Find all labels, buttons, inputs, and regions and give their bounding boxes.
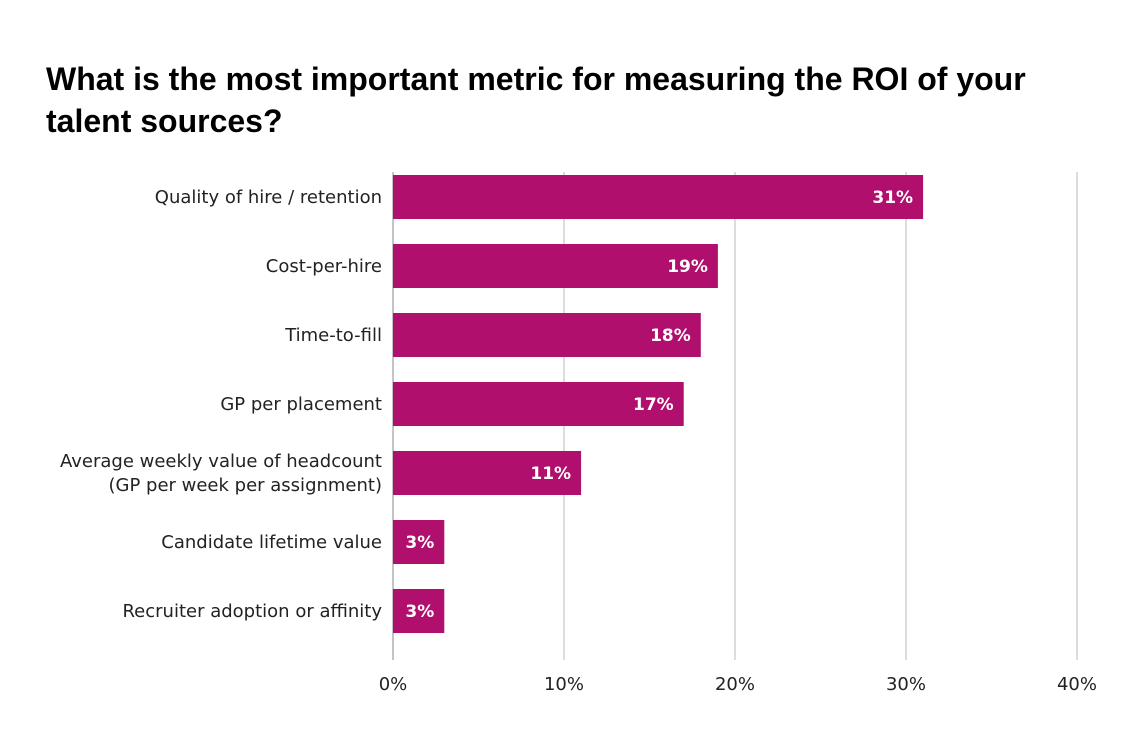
bar-value-label: 11% xyxy=(530,464,571,484)
x-tick-label: 30% xyxy=(886,674,926,695)
category-label: Cost-per-hire xyxy=(266,256,382,277)
category-label: GP per placement xyxy=(220,394,382,415)
bar xyxy=(393,520,445,564)
bar xyxy=(393,382,684,426)
category-label: Time-to-fill xyxy=(284,325,382,346)
bar-value-label: 19% xyxy=(667,257,708,277)
x-tick-label: 20% xyxy=(715,674,755,695)
category-label: Quality of hire / retention xyxy=(155,187,382,208)
bars xyxy=(393,175,924,633)
x-tick-label: 40% xyxy=(1057,674,1097,695)
chart-title: What is the most important metric for me… xyxy=(46,61,1026,139)
bar-value-label: 3% xyxy=(405,602,434,622)
bar-value-label: 18% xyxy=(650,326,691,346)
bar-value-label: 31% xyxy=(872,188,913,208)
bar xyxy=(393,175,924,219)
category-labels: Quality of hire / retention Cost-per-hire… xyxy=(60,187,382,622)
x-axis-ticks: 0% 10% 20% 30% 40% xyxy=(379,674,1097,695)
bar-value-label: 17% xyxy=(633,395,674,415)
category-label: Recruiter adoption or affinity xyxy=(122,601,382,622)
category-label: Candidate lifetime value xyxy=(161,532,382,553)
data-labels: 31% 19% 18% 17% 11% 3% 3% xyxy=(405,188,913,622)
category-label: Average weekly value of headcount (GP per… xyxy=(60,451,382,496)
x-tick-label: 10% xyxy=(544,674,584,695)
bar xyxy=(393,451,582,495)
bar xyxy=(393,244,718,288)
x-tick-label: 0% xyxy=(379,674,408,695)
bar-value-label: 3% xyxy=(405,533,434,553)
bar xyxy=(393,313,701,357)
bar xyxy=(393,589,445,633)
